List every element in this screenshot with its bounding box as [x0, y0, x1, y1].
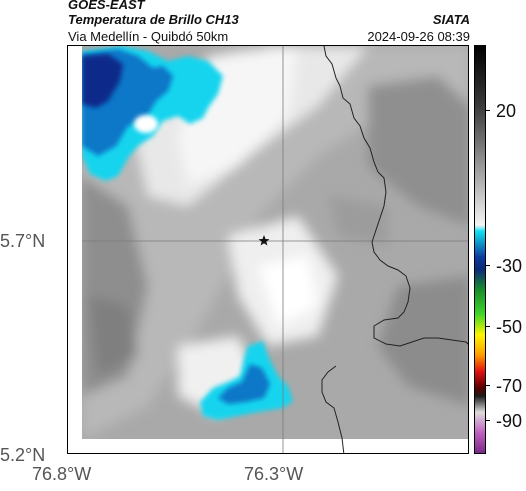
- map-subtitle: Via Medellín - Quibdó 50km: [68, 29, 229, 44]
- brightness-temperature-map[interactable]: [67, 45, 469, 454]
- cold-cloud-south: [200, 341, 293, 420]
- lat-label-5-7: 5.7°N: [0, 231, 46, 251]
- satellite-source: GOES-EAST: [68, 0, 145, 12]
- department-border: [321, 46, 468, 453]
- lon-label-76-8: 76.8°W: [32, 464, 92, 484]
- colorbar-label-minus-50: -50: [496, 317, 523, 337]
- colorbar-tick: [486, 326, 490, 327]
- cold-cloud-north: [82, 46, 223, 181]
- colorbar-label-minus-30: -30: [496, 256, 523, 276]
- lon-label-76-3: 76.3°W: [244, 464, 304, 484]
- colorbar-tick: [486, 110, 490, 111]
- lat-label-5-2: 5.2°N: [0, 445, 46, 465]
- colorbar-tick: [486, 265, 490, 266]
- colorbar: [474, 45, 486, 454]
- colorbar-label-minus-90: -90: [496, 411, 523, 431]
- colorbar-label-20: 20: [496, 101, 517, 121]
- timestamp: 2024-09-26 08:39: [367, 29, 470, 44]
- colorbar-label-minus-70: -70: [496, 376, 523, 396]
- product-title: Temperatura de Brillo CH13: [68, 12, 239, 27]
- brightness-field: [82, 46, 468, 439]
- map-canvas: [68, 46, 468, 453]
- brand-label: SIATA: [432, 12, 470, 27]
- star-icon: [258, 235, 270, 246]
- colorbar-tick: [486, 420, 490, 421]
- gridlines: [82, 46, 468, 453]
- colorbar-tick: [486, 385, 490, 386]
